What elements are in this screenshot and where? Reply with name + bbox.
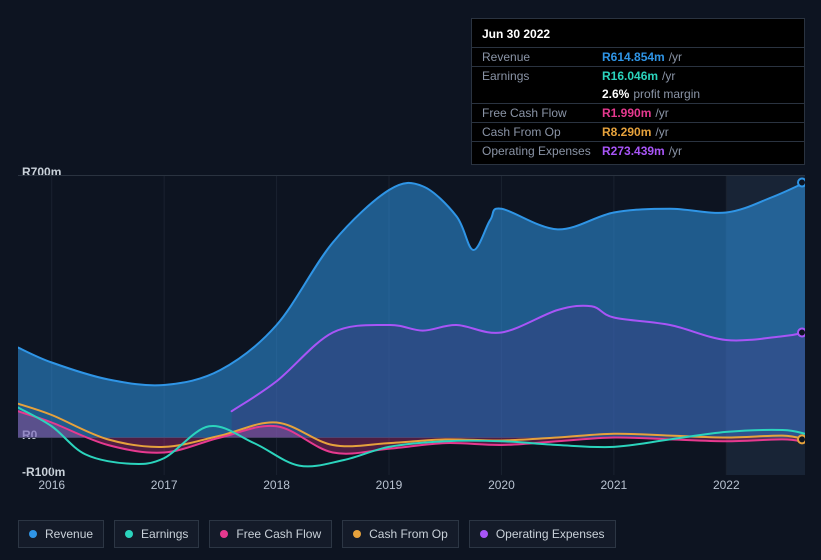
line-chart[interactable]: [18, 175, 805, 475]
legend: Revenue Earnings Free Cash Flow Cash From O…: [18, 520, 616, 548]
tooltip-row-value: R1.990m: [602, 106, 651, 120]
tooltip-row-unit: /yr: [669, 50, 682, 64]
legend-dot-icon: [125, 530, 133, 538]
tooltip-row-label: Earnings: [482, 69, 602, 83]
tooltip-row-value: R614.854m: [602, 50, 665, 64]
tooltip-row: EarningsR16.046m/yr: [472, 66, 804, 85]
tooltip-row: Operating ExpensesR273.439m/yr: [472, 141, 804, 160]
legend-earnings[interactable]: Earnings: [114, 520, 199, 548]
legend-dot-icon: [220, 530, 228, 538]
tooltip-row-value: R273.439m: [602, 144, 665, 158]
x-axis-label: 2016: [38, 478, 65, 492]
tooltip-row-unit: /yr: [655, 125, 668, 139]
tooltip-row-value: R8.290m: [602, 125, 651, 139]
tooltip-row: Free Cash FlowR1.990m/yr: [472, 103, 804, 122]
x-axis-label: 2018: [263, 478, 290, 492]
legend-dot-icon: [29, 530, 37, 538]
x-axis-label: 2019: [376, 478, 403, 492]
chart-area[interactable]: [18, 175, 805, 475]
legend-label: Cash From Op: [369, 527, 448, 541]
tooltip-row-value: R16.046m: [602, 69, 658, 83]
x-axis: 2016 2017 2018 2019 2020 2021 2022: [18, 478, 805, 496]
legend-label: Free Cash Flow: [236, 527, 321, 541]
tooltip-row-label: Cash From Op: [482, 125, 602, 139]
x-axis-label: 2017: [151, 478, 178, 492]
tooltip-row-unit: /yr: [662, 69, 675, 83]
tooltip-date: Jun 30 2022: [472, 23, 804, 47]
legend-free-cash-flow[interactable]: Free Cash Flow: [209, 520, 332, 548]
legend-label: Operating Expenses: [496, 527, 605, 541]
tooltip-row-value: 2.6%: [602, 87, 629, 101]
legend-operating-expenses[interactable]: Operating Expenses: [469, 520, 616, 548]
legend-dot-icon: [353, 530, 361, 538]
x-axis-label: 2022: [713, 478, 740, 492]
legend-cash-from-op[interactable]: Cash From Op: [342, 520, 459, 548]
tooltip-row-unit: /yr: [669, 144, 682, 158]
legend-revenue[interactable]: Revenue: [18, 520, 104, 548]
legend-label: Revenue: [45, 527, 93, 541]
legend-label: Earnings: [141, 527, 188, 541]
tooltip-row-unit: /yr: [655, 106, 668, 120]
tooltip-row: RevenueR614.854m/yr: [472, 47, 804, 66]
tooltip-row-label: Free Cash Flow: [482, 106, 602, 120]
x-axis-label: 2020: [488, 478, 515, 492]
x-axis-label: 2021: [601, 478, 628, 492]
tooltip-row-unit: profit margin: [633, 87, 700, 101]
tooltip-row-label: Operating Expenses: [482, 144, 602, 158]
tooltip-row: Cash From OpR8.290m/yr: [472, 122, 804, 141]
legend-dot-icon: [480, 530, 488, 538]
hover-tooltip: Jun 30 2022 RevenueR614.854m/yrEarningsR…: [471, 18, 805, 165]
tooltip-row-label: Revenue: [482, 50, 602, 64]
tooltip-row: 2.6% profit margin: [472, 85, 804, 103]
